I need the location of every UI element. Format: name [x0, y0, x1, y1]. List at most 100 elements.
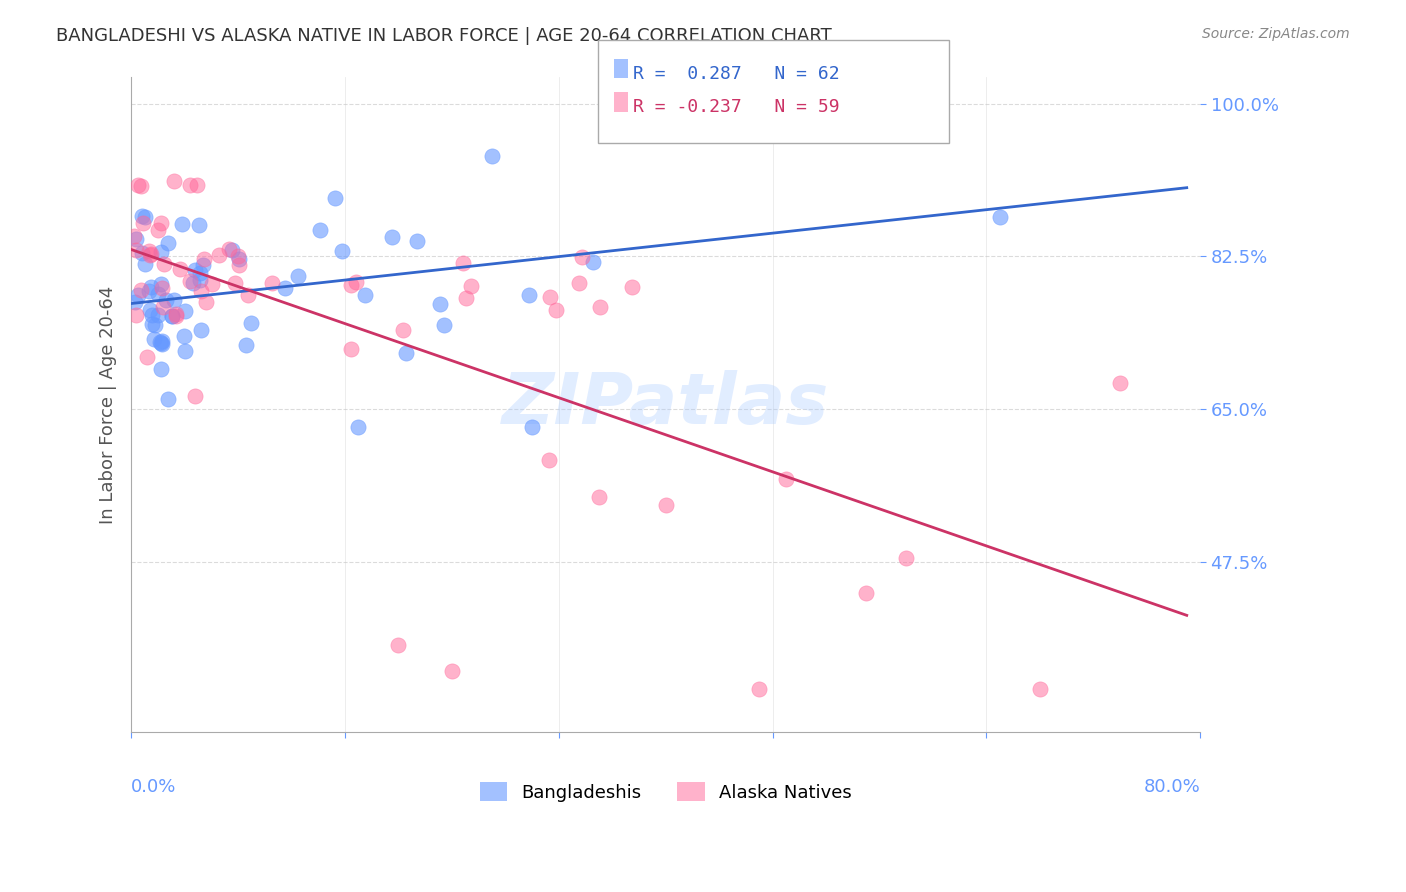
Point [228, 258, 250, 272]
Point [571, 250, 593, 264]
Point [221, 243, 243, 257]
Point [347, 419, 370, 434]
Point [325, 191, 347, 205]
Point [131, 209, 153, 223]
Point [146, 308, 169, 322]
Point [146, 223, 169, 237]
Point [179, 274, 201, 288]
Text: Source: ZipAtlas.com: Source: ZipAtlas.com [1202, 27, 1350, 41]
Point [184, 263, 207, 277]
Point [654, 498, 676, 512]
Point [160, 309, 183, 323]
Point [184, 389, 207, 403]
Point [208, 248, 231, 262]
Point [429, 297, 451, 311]
Point [155, 293, 177, 308]
Point [235, 338, 257, 352]
Point [179, 178, 201, 193]
Point [588, 490, 610, 504]
Point [165, 309, 187, 323]
Point [538, 453, 561, 467]
Point [517, 288, 540, 302]
Point [141, 317, 163, 331]
Point [136, 350, 159, 364]
Point [139, 247, 162, 261]
Point [340, 342, 363, 356]
Point [134, 210, 156, 224]
Point [149, 334, 172, 349]
Point [332, 244, 354, 259]
Point [134, 256, 156, 270]
Point [141, 308, 163, 322]
Point [150, 216, 173, 230]
Point [153, 257, 176, 271]
Point [150, 277, 173, 291]
Point [451, 256, 474, 270]
Point [156, 235, 179, 250]
Point [433, 318, 456, 332]
Point [188, 273, 211, 287]
Point [274, 281, 297, 295]
Point [165, 307, 187, 321]
Point [127, 178, 149, 192]
Point [226, 250, 249, 264]
Point [775, 472, 797, 486]
Point [218, 242, 240, 256]
Point [748, 681, 770, 696]
Point [125, 232, 148, 246]
Point [392, 323, 415, 337]
Point [139, 247, 162, 261]
Point [157, 392, 180, 407]
Point [138, 284, 160, 298]
Text: R =  0.287   N = 62: R = 0.287 N = 62 [633, 65, 839, 83]
Point [481, 149, 503, 163]
Y-axis label: In Labor Force | Age 20-64: In Labor Force | Age 20-64 [100, 285, 117, 524]
Point [988, 210, 1011, 224]
Point [287, 268, 309, 283]
Point [122, 229, 145, 244]
Point [896, 550, 918, 565]
Point [174, 344, 197, 359]
Point [191, 258, 214, 272]
Point [190, 323, 212, 337]
Point [589, 300, 612, 314]
Point [620, 280, 643, 294]
Point [163, 293, 186, 307]
Point [163, 174, 186, 188]
Point [148, 287, 170, 301]
Point [855, 585, 877, 599]
Point [131, 245, 153, 260]
Point [568, 276, 591, 290]
Point [582, 255, 605, 269]
Text: ZIPatlas: ZIPatlas [502, 370, 830, 440]
Point [309, 223, 332, 237]
Point [405, 234, 427, 248]
Point [387, 638, 409, 652]
Point [238, 288, 260, 302]
Point [152, 300, 174, 314]
Point [201, 277, 224, 292]
Point [260, 276, 283, 290]
Point [124, 294, 146, 309]
Point [169, 261, 191, 276]
Point [239, 316, 262, 330]
Point [129, 283, 152, 297]
Text: 80.0%: 80.0% [1143, 778, 1201, 796]
Point [1109, 376, 1132, 390]
Point [190, 284, 212, 298]
Legend: Bangladeshis, Alaska Natives: Bangladeshis, Alaska Natives [479, 782, 852, 802]
Point [170, 217, 193, 231]
Point [224, 277, 246, 291]
Point [354, 288, 377, 302]
Point [150, 281, 173, 295]
Point [173, 304, 195, 318]
Point [456, 292, 478, 306]
Point [1029, 681, 1052, 696]
Point [124, 244, 146, 258]
Point [160, 309, 183, 323]
Point [544, 303, 567, 318]
Point [149, 245, 172, 260]
Text: R = -0.237   N = 59: R = -0.237 N = 59 [633, 98, 839, 116]
Point [381, 230, 404, 244]
Point [440, 664, 463, 678]
